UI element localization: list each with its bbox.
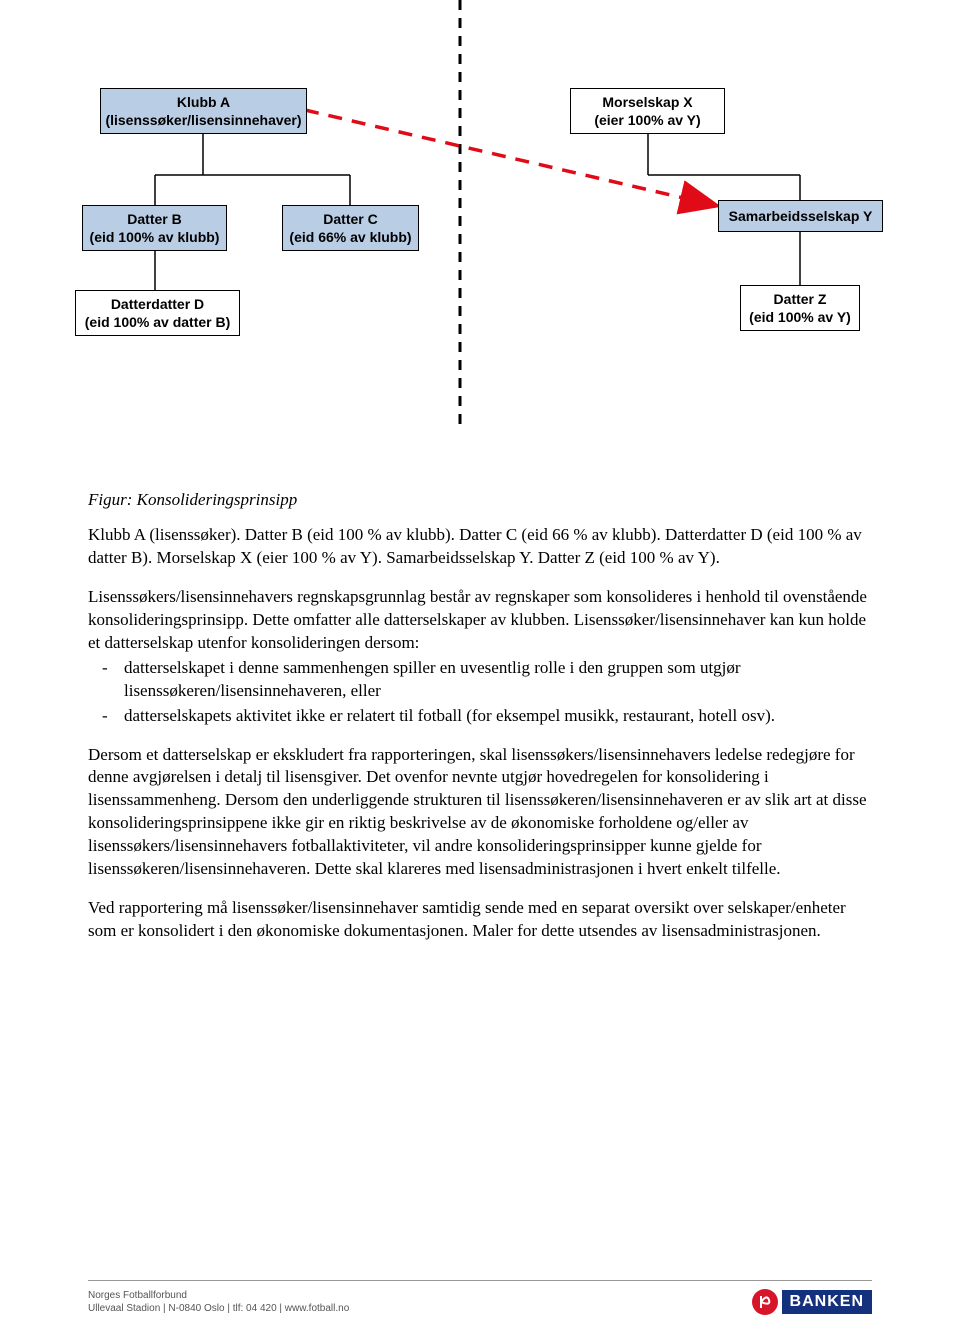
node-morselskap-x: Morselskap X (eier 100% av Y) xyxy=(570,88,725,134)
node-label: Samarbeidsselskap Y xyxy=(729,207,873,225)
paragraph-1: Klubb A (lisenssøker). Datter B (eid 100… xyxy=(88,524,872,570)
document-body: Klubb A (lisenssøker). Datter B (eid 100… xyxy=(88,524,872,943)
figure-caption: Figur: Konsolideringsprinsipp xyxy=(88,490,960,510)
node-label: Datter B xyxy=(127,210,181,228)
paragraph-3: Dersom et datterselskap er ekskludert fr… xyxy=(88,744,872,882)
node-sublabel: (eid 100% av datter B) xyxy=(85,313,231,331)
node-label: Klubb A xyxy=(177,93,230,111)
list-item: datterselskapets aktivitet ikke er relat… xyxy=(124,705,872,728)
footer-org-block: Norges Fotballforbund Ullevaal Stadion |… xyxy=(88,1289,349,1315)
node-klubb-a: Klubb A (lisenssøker/lisensinnehaver) xyxy=(100,88,307,134)
bank-logo-icon xyxy=(752,1289,778,1315)
node-sublabel: (eid 66% av klubb) xyxy=(289,228,411,246)
footer-address: Ullevaal Stadion | N-0840 Oslo | tlf: 04… xyxy=(88,1302,349,1315)
footer-org-name: Norges Fotballforbund xyxy=(88,1289,349,1302)
node-sublabel: (eid 100% av Y) xyxy=(749,308,851,326)
list-item: datterselskapet i denne sammenhengen spi… xyxy=(124,657,872,703)
node-label: Morselskap X xyxy=(602,93,692,111)
paragraph-2-lead: Lisenssøkers/lisensinnehavers regnskapsg… xyxy=(88,586,872,655)
bank-logo-text: BANKEN xyxy=(782,1290,872,1314)
node-label: Datter C xyxy=(323,210,377,228)
node-label: Datter Z xyxy=(774,290,827,308)
node-datterdatter-d: Datterdatter D (eid 100% av datter B) xyxy=(75,290,240,336)
node-samarbeid-y: Samarbeidsselskap Y xyxy=(718,200,883,232)
page-footer: Norges Fotballforbund Ullevaal Stadion |… xyxy=(88,1280,872,1315)
paragraph-4: Ved rapportering må lisenssøker/lisensin… xyxy=(88,897,872,943)
node-datter-b: Datter B (eid 100% av klubb) xyxy=(82,205,227,251)
bullet-list: datterselskapet i denne sammenhengen spi… xyxy=(88,657,872,728)
node-sublabel: (eier 100% av Y) xyxy=(594,111,700,129)
bank-logo: BANKEN xyxy=(752,1289,872,1315)
node-datter-z: Datter Z (eid 100% av Y) xyxy=(740,285,860,331)
node-label: Datterdatter D xyxy=(111,295,204,313)
node-datter-c: Datter C (eid 66% av klubb) xyxy=(282,205,419,251)
node-sublabel: (eid 100% av klubb) xyxy=(90,228,220,246)
org-chart-diagram: Klubb A (lisenssøker/lisensinnehaver) Mo… xyxy=(0,0,960,470)
node-sublabel: (lisenssøker/lisensinnehaver) xyxy=(105,111,301,129)
